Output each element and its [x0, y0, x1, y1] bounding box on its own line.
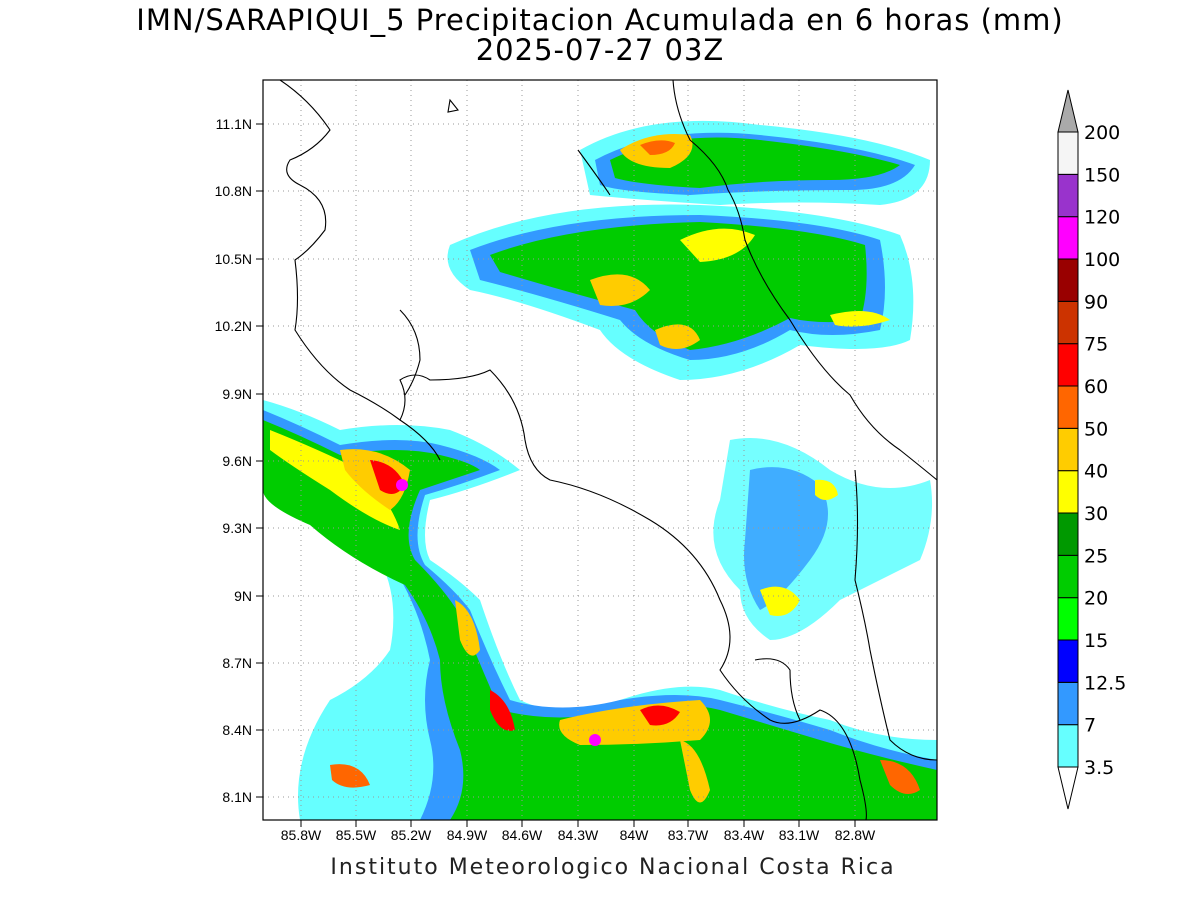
- colorbar-swatch: [1057, 343, 1079, 387]
- colorbar-label: 100: [1084, 249, 1120, 271]
- lon-label: 84W: [620, 827, 650, 843]
- lat-label: 10.2N: [215, 318, 252, 334]
- institution-footer: Instituto Meteorologico Nacional Costa R…: [330, 855, 896, 880]
- colorbar-swatch: [1057, 681, 1079, 726]
- colorbar-label: 30: [1084, 503, 1108, 525]
- colorbar-swatch: [1057, 300, 1079, 345]
- lon-label: 85.8W: [281, 827, 322, 843]
- colorbar-swatch: [1057, 173, 1079, 218]
- colorbar: 3.5 7 12.5 15 20 25 30 40 50 60 75 90 100 120 150 200: [1057, 89, 1126, 810]
- lat-label: 11.1N: [216, 116, 252, 132]
- lat-label: 10.8N: [215, 183, 252, 199]
- colorbar-label: 120: [1084, 207, 1120, 229]
- lat-label: 9N: [234, 588, 252, 604]
- map-frame: [262, 79, 938, 821]
- lon-label: 84.6W: [502, 827, 543, 843]
- colorbar-label: 7: [1084, 715, 1096, 737]
- colorbar-swatch: [1057, 216, 1079, 260]
- lat-label: 8.4N: [222, 722, 252, 738]
- colorbar-label: 90: [1084, 291, 1108, 313]
- precip-field: [263, 120, 937, 820]
- colorbar-label: 15: [1084, 630, 1108, 652]
- lat-label: 10.5N: [215, 251, 252, 267]
- lon-label: 83.1W: [779, 827, 820, 843]
- colorbar-swatch: [1057, 385, 1079, 429]
- colorbar-label: 75: [1084, 334, 1108, 356]
- lon-label: 83.7W: [668, 827, 709, 843]
- colorbar-swatch: [1057, 597, 1079, 641]
- lat-label: 8.1N: [222, 789, 252, 805]
- colorbar-label: 3.5: [1084, 757, 1114, 779]
- colorbar-swatch: [1057, 512, 1079, 556]
- colorbar-swatch: [1057, 724, 1079, 768]
- lat-label: 9.3N: [222, 520, 252, 536]
- colorbar-swatch: [1057, 427, 1079, 472]
- lon-label: 85.5W: [336, 827, 377, 843]
- colorbar-swatch: [1057, 470, 1079, 514]
- lat-label: 9.9N: [222, 386, 252, 402]
- map-datetime: 2025-07-27 03Z: [475, 33, 725, 67]
- colorbar-label: 25: [1084, 545, 1108, 567]
- colorbar-label: 12.5: [1084, 672, 1126, 694]
- colorbar-label: 200: [1084, 122, 1120, 144]
- colorbar-label: 60: [1084, 376, 1108, 398]
- colorbar-swatch: [1057, 639, 1079, 683]
- lon-label: 84.3W: [558, 827, 599, 843]
- coastlines: [279, 80, 937, 820]
- colorbar-swatch: [1057, 258, 1079, 302]
- lat-label: 9.6N: [222, 453, 252, 469]
- colorbar-label: 150: [1084, 164, 1120, 186]
- map-gridlines: [263, 80, 937, 820]
- map-title: IMN/SARAPIQUI_5 Precipitacion Acumulada …: [136, 3, 1064, 37]
- colorbar-label: 20: [1084, 588, 1108, 610]
- colorbar-min-arrow: [1057, 766, 1079, 810]
- colorbar-label: 50: [1084, 418, 1108, 440]
- lat-label: 8.7N: [222, 655, 252, 671]
- lon-label: 85.2W: [391, 827, 432, 843]
- colorbar-swatch: [1057, 131, 1079, 175]
- lon-label: 84.9W: [447, 827, 488, 843]
- colorbar-label: 40: [1084, 461, 1108, 483]
- lon-label: 83.4W: [724, 827, 765, 843]
- colorbar-max-arrow: [1057, 89, 1079, 133]
- lon-label: 82.8W: [835, 827, 876, 843]
- colorbar-swatch: [1057, 554, 1079, 599]
